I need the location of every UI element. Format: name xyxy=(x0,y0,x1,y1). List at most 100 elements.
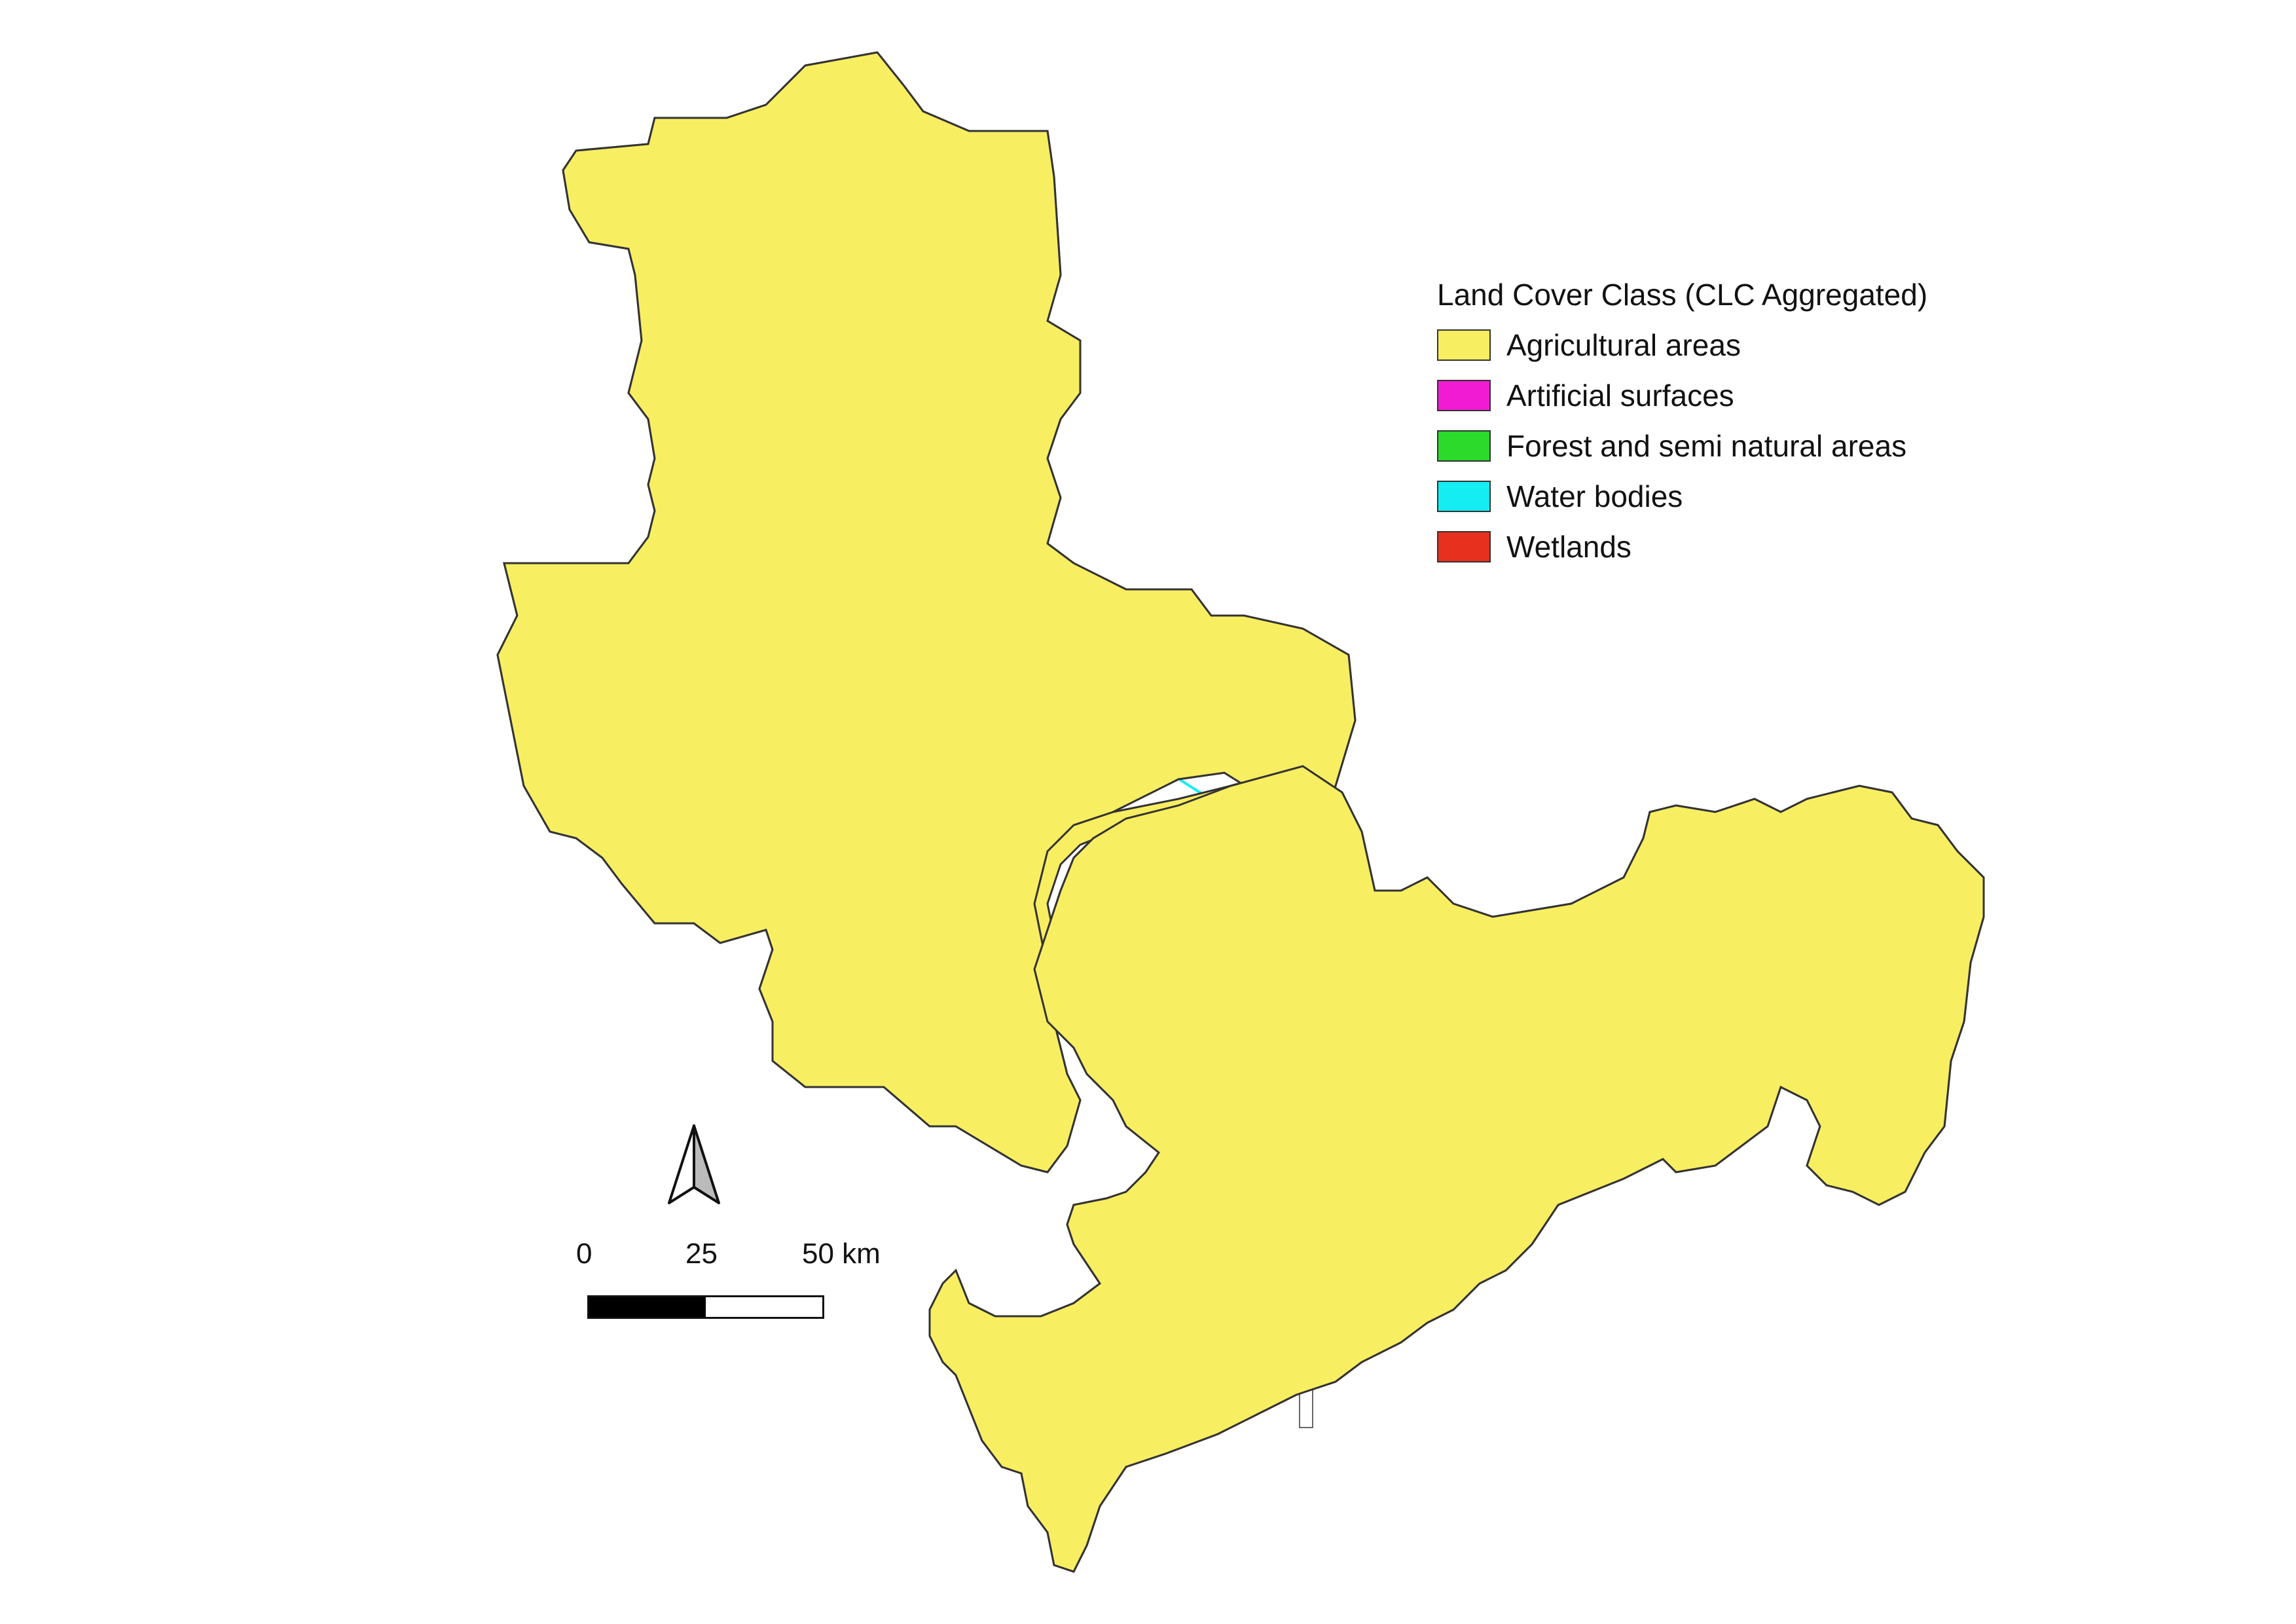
land-patch xyxy=(1333,451,1339,458)
land-patch xyxy=(1847,1403,1867,1429)
land-patch xyxy=(566,218,572,223)
land-patch xyxy=(1348,786,1358,797)
land-patch xyxy=(1652,772,1665,786)
land-patch xyxy=(560,437,578,454)
land-patch xyxy=(1150,113,1164,129)
land-patch xyxy=(1406,1441,1417,1447)
land-patch xyxy=(1317,409,1323,416)
land-patch xyxy=(526,975,534,982)
land-patch xyxy=(1573,894,1580,900)
field-boundary xyxy=(1577,1251,1593,1263)
land-patch xyxy=(1654,1346,1662,1353)
field-boundary xyxy=(1324,55,1343,69)
land-patch xyxy=(910,1148,926,1164)
land-patch xyxy=(522,1154,534,1165)
land-patch xyxy=(1660,1407,1665,1413)
land-patch xyxy=(555,1117,579,1141)
land-patch xyxy=(1163,86,1184,103)
land-patch xyxy=(1792,1545,1796,1550)
land-patch xyxy=(1832,1522,1850,1540)
land-patch xyxy=(1707,1212,1721,1225)
land-patch xyxy=(1918,773,1931,786)
land-patch xyxy=(1184,462,1192,468)
land-patch xyxy=(1865,1456,1882,1475)
land-patch xyxy=(1219,463,1228,475)
land-patch xyxy=(1846,1502,1856,1511)
land-patch xyxy=(596,1111,608,1120)
land-patch xyxy=(744,1044,761,1056)
land-patch xyxy=(545,841,553,849)
land-patch xyxy=(1980,1219,1984,1232)
land-patch xyxy=(1061,248,1066,253)
land-patch xyxy=(1278,1469,1284,1475)
legend-swatch xyxy=(1437,480,1491,512)
land-patch xyxy=(786,1170,803,1186)
land-patch xyxy=(1240,551,1254,569)
land-patch xyxy=(1300,1541,1309,1551)
land-patch xyxy=(742,65,761,84)
land-patch xyxy=(729,101,737,110)
field-boundary xyxy=(972,1257,974,1259)
land-patch xyxy=(537,1000,553,1013)
field-boundary xyxy=(722,1087,735,1099)
land-patch xyxy=(598,990,605,995)
land-patch xyxy=(1637,1460,1648,1471)
land-patch xyxy=(1127,139,1137,146)
land-patch xyxy=(1576,1264,1592,1280)
land-patch xyxy=(1025,1234,1038,1248)
land-patch xyxy=(1056,185,1072,207)
land-patch xyxy=(539,420,552,433)
land-patch xyxy=(503,305,509,310)
land-patch xyxy=(1215,1556,1238,1572)
land-patch xyxy=(579,362,592,377)
land-patch xyxy=(543,306,555,322)
land-patch xyxy=(1317,288,1335,306)
north-arrow-icon xyxy=(668,1124,720,1204)
land-patch xyxy=(1258,126,1266,135)
land-patch xyxy=(1338,388,1347,399)
land-patch xyxy=(1492,1448,1505,1462)
land-patch xyxy=(1633,1189,1656,1211)
land-patch xyxy=(503,752,519,767)
land-patch xyxy=(1281,297,1285,303)
land-patch xyxy=(604,274,619,291)
legend-item: Artificial surfaces xyxy=(1437,370,1927,420)
field-boundary xyxy=(1239,94,1243,98)
land-patch xyxy=(1363,822,1383,846)
land-patch xyxy=(1343,640,1348,644)
land-patch xyxy=(1214,81,1228,90)
land-patch xyxy=(538,475,553,488)
land-patch xyxy=(1778,1514,1786,1521)
land-patch xyxy=(1393,788,1400,796)
land-patch xyxy=(1434,1574,1443,1582)
land-patch xyxy=(1941,1507,1947,1513)
land-patch xyxy=(1627,1261,1641,1272)
land-patch xyxy=(1352,1383,1368,1399)
land-patch xyxy=(1224,523,1232,531)
land-patch xyxy=(594,982,601,989)
field-boundary xyxy=(1730,1352,1736,1360)
land-patch xyxy=(1590,1217,1605,1234)
land-patch xyxy=(1244,275,1255,291)
field-boundary xyxy=(1717,1441,1727,1450)
land-patch xyxy=(570,442,585,456)
land-patch xyxy=(1559,1469,1566,1475)
land-patch xyxy=(860,1091,868,1099)
land-patch xyxy=(1772,1524,1781,1534)
land-patch xyxy=(602,978,623,995)
land-patch xyxy=(1320,86,1339,101)
field-boundary xyxy=(1032,1296,1052,1310)
land-patch xyxy=(1478,1536,1493,1552)
land-patch xyxy=(616,1124,636,1139)
land-patch xyxy=(1332,228,1349,242)
land-patch xyxy=(1331,571,1343,581)
land-patch xyxy=(934,1522,942,1532)
land-patch xyxy=(1927,1230,1934,1238)
land-patch xyxy=(1659,1528,1673,1541)
land-patch xyxy=(757,1084,770,1102)
land-patch xyxy=(1421,1454,1436,1469)
land-patch xyxy=(1598,762,1609,771)
land-patch xyxy=(1652,790,1666,800)
land-patch xyxy=(1526,1331,1544,1340)
land-patch xyxy=(1925,1390,1933,1394)
